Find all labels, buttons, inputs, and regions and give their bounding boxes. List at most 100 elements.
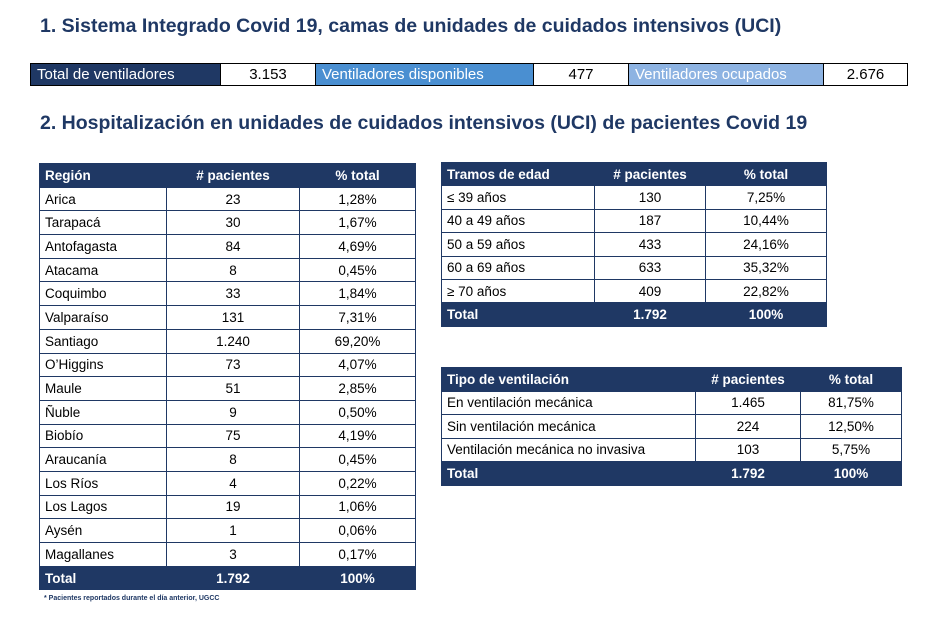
table-row: Los Lagos 19 1,06% [39,494,416,520]
table-cell: 5,75% [800,437,902,462]
table-cell: Magallanes [39,542,167,567]
table-cell: 131 [166,305,300,330]
table-cell: Valparaíso [39,305,167,330]
table-cell: 0,17% [299,542,416,567]
table-cell: 40 a 49 años [441,208,595,234]
table-cell: 7,31% [299,305,416,330]
total-cell: 100% [299,565,416,591]
table-cell: 9 [166,399,300,425]
table-row: Arica 23 1,28% [39,186,416,212]
table-cell: 4,07% [299,352,416,378]
table-row: En ventilación mecánica 1.465 81,75% [441,390,902,415]
total-cell: 1.792 [166,565,300,591]
table-cell: 1,67% [299,210,416,236]
table-cell: 73 [166,352,300,378]
table-cell: 0,06% [299,518,416,543]
occupied-ventilators-label: Ventiladores ocupados [628,63,824,86]
header-row: Región # pacientes% total [39,163,416,188]
total-cell: 100% [800,461,902,486]
table-cell: 187 [594,208,706,234]
table-row: Coquimbo 33 1,84% [39,281,416,307]
table-cell: 35,32% [705,255,827,280]
table-cell: 69,20% [299,328,416,354]
section1-title: 1. Sistema Integrado Covid 19, camas de … [40,15,782,37]
column-header: Región [39,163,167,188]
table-cell: 51 [166,376,300,401]
table-cell: ≤ 39 años [441,185,595,210]
table-cell: 23 [166,186,300,212]
table-row: Los Ríos 4 0,22% [39,470,416,496]
table-row: ≤ 39 años 130 7,25% [441,185,827,210]
table-cell: 81,75% [800,390,902,415]
column-header: % total [299,163,416,188]
table-row: Antofagasta 84 4,69% [39,234,416,259]
column-header: % total [705,161,827,187]
section2-title: 2. Hospitalización en unidades de cuidad… [40,112,808,134]
table-cell: Biobío [39,423,167,449]
table-row: ≥ 70 años 409 22,82% [441,278,827,304]
table-cell: 0,45% [299,257,416,283]
table-cell: En ventilación mecánica [441,390,696,415]
table-row: Aysén 1 0,06% [39,518,416,543]
table-cell: 12,50% [800,414,902,439]
table-row: Sin ventilación mecánica 224 12,50% [441,414,902,439]
table-cell: Los Lagos [39,494,167,520]
table-row: Atacama 8 0,45% [39,257,416,283]
table-cell: Ventilación mecánica no invasiva [441,437,696,462]
table-cell: 75 [166,423,300,449]
header-row: Tipo de ventilación # pacientes% total [441,367,902,392]
total-row: Total 1.792 100% [441,461,902,486]
header-row: Tramos de edad # pacientes% total [441,161,827,187]
table-cell: 1.240 [166,328,300,354]
available-ventilators-label: Ventiladores disponibles [315,63,534,86]
total-cell: Total [441,461,696,486]
total-cell: 1.792 [594,302,706,327]
column-header: # pacientes [166,163,300,188]
table-row: Araucanía 8 0,45% [39,447,416,472]
total-cell: 1.792 [695,461,801,486]
table-cell: 0,22% [299,470,416,496]
footnote: * Pacientes reportados durante el día an… [44,595,220,602]
table-cell: Sin ventilación mecánica [441,414,696,439]
table-cell: 19 [166,494,300,520]
table-row: Magallanes 3 0,17% [39,542,416,567]
total-row: Total 1.792 100% [39,565,416,591]
table-row: Ñuble 9 0,50% [39,399,416,425]
ventilator-summary: Total de ventiladores 3.153 Ventiladores… [30,63,908,86]
table-row: Biobío 75 4,19% [39,423,416,449]
age-table: Tramos de edad # pacientes% total ≤ 39 año… [441,161,827,327]
column-header: # pacientes [695,367,801,392]
table-cell: 4,69% [299,234,416,259]
table-cell: 433 [594,232,706,257]
table-cell: 3 [166,542,300,567]
column-header: Tipo de ventilación [441,367,696,392]
table-cell: ≥ 70 años [441,278,595,304]
table-cell: 130 [594,185,706,210]
total-cell: 100% [705,302,827,327]
table-cell: 0,45% [299,447,416,472]
table-cell: 4,19% [299,423,416,449]
table-cell: Maule [39,376,167,401]
table-cell: 33 [166,281,300,307]
table-row: Ventilación mecánica no invasiva 103 5,75% [441,437,902,462]
table-cell: 24,16% [705,232,827,257]
table-cell: 633 [594,255,706,280]
table-cell: 60 a 69 años [441,255,595,280]
total-cell: Total [441,302,595,327]
table-cell: 10,44% [705,208,827,234]
table-cell: Antofagasta [39,234,167,259]
table-cell: O’Higgins [39,352,167,378]
table-cell: Coquimbo [39,281,167,307]
table-cell: 1,84% [299,281,416,307]
table-cell: 30 [166,210,300,236]
table-cell: 1,06% [299,494,416,520]
table-cell: 1 [166,518,300,543]
table-cell: 7,25% [705,185,827,210]
table-row: O’Higgins 73 4,07% [39,352,416,378]
total-row: Total 1.792 100% [441,302,827,327]
occupied-ventilators-value: 2.676 [823,63,908,86]
table-row: 60 a 69 años 633 35,32% [441,255,827,280]
table-row: Valparaíso 131 7,31% [39,305,416,330]
available-ventilators-value: 477 [533,63,629,86]
table-cell: Atacama [39,257,167,283]
